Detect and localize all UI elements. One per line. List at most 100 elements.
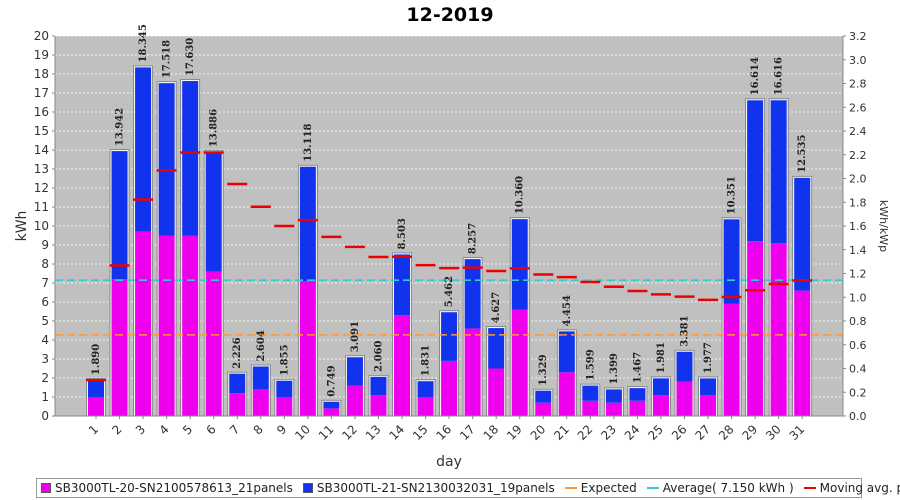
legend-label-moving-avg: Moving avg. per day. [819, 481, 900, 495]
bar-series-1-day-14 [394, 315, 411, 416]
data-label-day-20: 1.329 [538, 354, 549, 385]
data-label-day-11: 0.749 [326, 365, 337, 396]
bar-series-2-day-11 [323, 401, 340, 409]
bar-series-2-day-24 [629, 388, 646, 401]
right-tick-label-2.0: 2.0 [849, 173, 867, 186]
data-label-day-3: 18.345 [138, 24, 149, 62]
right-y-axis-label: kWh/kWp [877, 200, 890, 252]
legend: SB3000TL-20-SN2100578613_21panels SB3000… [36, 478, 900, 498]
y-tick-label-17: 17 [34, 86, 49, 100]
bar-series-1-day-13 [370, 395, 387, 416]
x-tick-label-15: 15 [410, 422, 431, 443]
y-tick-label-8: 8 [41, 257, 49, 271]
legend-line-average [646, 487, 659, 489]
bar-series-1-day-9 [276, 397, 293, 416]
legend-label-series-1: SB3000TL-20-SN2100578613_21panels [55, 481, 293, 495]
right-tick-label-1.4: 1.4 [849, 244, 867, 257]
bar-series-1-day-5 [182, 235, 199, 416]
bar-series-1-day-27 [700, 395, 717, 416]
x-tick-label-16: 16 [434, 422, 455, 443]
y-tick-label-5: 5 [41, 314, 49, 328]
legend-label-average: Average( 7.150 kWh ) [662, 481, 794, 495]
bar-series-2-day-17 [464, 259, 481, 329]
data-label-day-22: 1.599 [585, 349, 596, 380]
legend-item-series-1: SB3000TL-20-SN2100578613_21panels [41, 481, 293, 495]
bar-series-2-day-22 [582, 385, 599, 401]
x-tick-label-18: 18 [481, 422, 502, 443]
bar-series-1-day-21 [558, 372, 575, 416]
x-tick-label-24: 24 [622, 422, 643, 443]
x-tick-label-30: 30 [763, 422, 784, 443]
right-tick-label-0.8: 0.8 [849, 315, 867, 328]
data-label-day-12: 3.091 [350, 321, 361, 352]
bar-series-1-day-29 [747, 241, 764, 416]
data-label-day-7: 2.226 [232, 337, 243, 368]
x-tick-label-13: 13 [363, 422, 384, 443]
bar-series-1-day-4 [158, 235, 175, 416]
bar-series-2-day-23 [605, 389, 622, 403]
y-tick-label-14: 14 [34, 143, 49, 157]
x-tick-label-2: 2 [109, 422, 124, 437]
bar-series-2-day-21 [558, 331, 575, 373]
right-tick-label-2.2: 2.2 [849, 149, 867, 162]
right-tick-label-1.0: 1.0 [849, 291, 867, 304]
y-tick-label-16: 16 [34, 105, 49, 119]
legend-swatch-series-1 [41, 483, 51, 493]
bar-series-2-day-6 [205, 152, 222, 272]
bar-series-2-day-25 [652, 378, 669, 396]
x-tick-label-31: 31 [787, 422, 808, 443]
bar-series-1-day-6 [205, 271, 222, 416]
data-label-day-27: 1.977 [703, 342, 714, 373]
bar-series-1-day-3 [135, 231, 152, 416]
x-tick-label-9: 9 [274, 422, 289, 437]
bar-series-2-day-26 [676, 351, 693, 382]
data-label-day-10: 13.118 [303, 123, 314, 161]
x-tick-label-25: 25 [645, 422, 666, 443]
data-label-day-2: 13.942 [115, 108, 126, 146]
right-tick-label-1.8: 1.8 [849, 196, 867, 209]
y-tick-label-9: 9 [41, 238, 49, 252]
x-tick-label-11: 11 [316, 422, 337, 443]
y-tick-label-1: 1 [41, 390, 49, 404]
x-tick-label-14: 14 [386, 422, 407, 443]
chart-title: 12-2019 [406, 4, 493, 26]
right-tick-label-0.6: 0.6 [849, 339, 867, 352]
y-tick-label-15: 15 [34, 124, 49, 138]
x-tick-label-3: 3 [133, 422, 148, 437]
data-label-day-9: 1.855 [279, 344, 290, 375]
bar-series-2-day-5 [182, 81, 199, 236]
y-tick-label-0: 0 [41, 409, 49, 423]
y-tick-label-19: 19 [34, 48, 49, 62]
data-label-day-13: 2.060 [373, 341, 384, 372]
y-tick-label-13: 13 [34, 162, 49, 176]
legend-item-moving-avg: Moving avg. per day. [803, 481, 900, 495]
x-tick-label-12: 12 [339, 422, 360, 443]
x-tick-label-6: 6 [204, 422, 219, 437]
bar-series-1-day-26 [676, 381, 693, 416]
bar-series-2-day-4 [158, 83, 175, 236]
data-label-day-30: 16.616 [774, 57, 785, 95]
bar-series-1-day-22 [582, 400, 599, 416]
bar-series-1-day-2 [111, 279, 128, 416]
y-tick-label-10: 10 [34, 219, 49, 233]
right-tick-label-2.8: 2.8 [849, 78, 867, 91]
bar-series-2-day-8 [252, 366, 269, 390]
data-label-day-16: 5.462 [444, 276, 455, 307]
right-tick-label-0.2: 0.2 [849, 386, 867, 399]
bar-series-1-day-19 [511, 309, 528, 416]
x-tick-label-20: 20 [528, 422, 549, 443]
bar-series-2-day-3 [135, 67, 152, 232]
legend-item-expected: Expected [564, 481, 637, 495]
data-label-day-26: 3.381 [680, 315, 691, 346]
bar-series-1-day-23 [605, 402, 622, 416]
legend-swatch-series-2 [302, 483, 313, 493]
legend-item-average: Average( 7.150 kWh ) [646, 481, 794, 495]
x-tick-label-22: 22 [575, 422, 596, 443]
right-tick-label-0.0: 0.0 [849, 410, 867, 423]
bar-series-1-day-16 [441, 360, 458, 416]
y-tick-label-4: 4 [41, 333, 49, 347]
y-tick-label-11: 11 [34, 200, 49, 214]
data-label-day-28: 10.351 [727, 176, 738, 214]
bar-series-2-day-9 [276, 380, 293, 397]
y-tick-label-12: 12 [34, 181, 49, 195]
